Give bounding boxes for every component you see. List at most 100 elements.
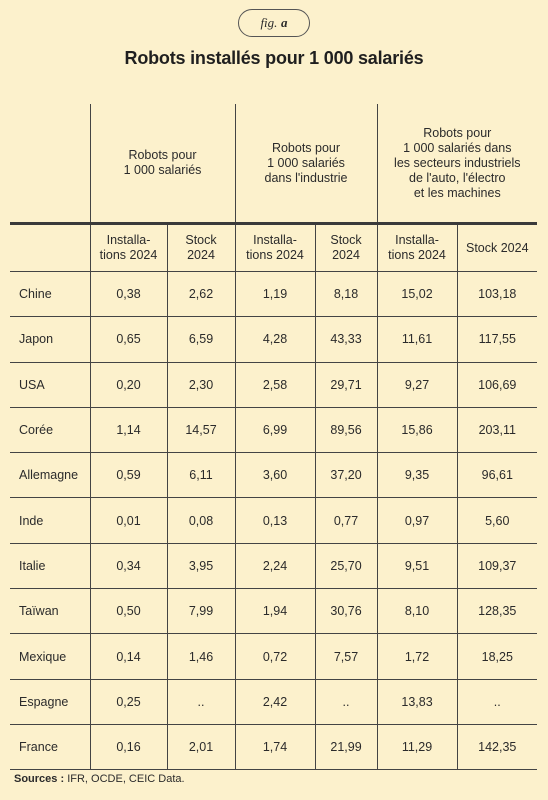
value-cell: 0,97 [376, 497, 458, 544]
table-row: Allemagne 0,59 6,11 3,60 37,20 9,35 96,61 [10, 452, 538, 499]
table-body: Chine 0,38 2,62 1,19 8,18 15,02 103,18 Japon 0,6… [10, 271, 538, 771]
group-header-label: Robots pour 1 000 salariés [123, 148, 202, 177]
figure-label-word: fig. [260, 15, 278, 30]
value-cell: 6,11 [166, 452, 236, 499]
group-header-label: Robots pour 1 000 salariés dans l'industri… [264, 140, 348, 185]
country-cell: Allemagne [10, 452, 90, 499]
table-row: Taïwan 0,50 7,99 1,94 30,76 8,10 128,35 [10, 588, 538, 635]
value-cell: 30,76 [314, 588, 378, 635]
value-cell: 0,50 [89, 588, 167, 635]
value-cell: 7,57 [314, 633, 378, 680]
value-cell: 96,61 [456, 452, 538, 499]
sources-label: Sources : [14, 773, 65, 785]
value-cell: 11,29 [376, 724, 458, 771]
table-row: Chine 0,38 2,62 1,19 8,18 15,02 103,18 [10, 271, 538, 318]
table-row: Italie 0,34 3,95 2,24 25,70 9,51 109,37 [10, 543, 538, 590]
value-cell: 0,25 [89, 679, 167, 725]
country-cell: Inde [10, 497, 90, 544]
robots-table: Robots pour 1 000 salariés Robots pour 1 0… [10, 104, 538, 771]
value-cell: 8,18 [314, 271, 378, 318]
value-cell: 4,28 [234, 316, 316, 363]
value-cell: 1,94 [234, 588, 316, 635]
value-cell: 6,99 [234, 407, 316, 454]
figure-label: fig. a [238, 9, 310, 37]
value-cell: 1,46 [166, 633, 236, 680]
value-cell: 103,18 [456, 271, 538, 318]
value-cell: 37,20 [314, 452, 378, 499]
value-cell: 0,16 [89, 724, 167, 771]
value-cell: 7,99 [166, 588, 236, 635]
value-cell: 8,10 [376, 588, 458, 635]
table-row: Mexique 0,14 1,46 0,72 7,57 1,72 18,25 [10, 633, 538, 680]
value-cell: 14,57 [166, 407, 236, 454]
group-header-row: Robots pour 1 000 salariés Robots pour 1 0… [10, 104, 538, 224]
value-cell: 128,35 [456, 588, 538, 635]
table-row: Japon 0,65 6,59 4,28 43,33 11,61 117,55 [10, 316, 538, 363]
value-cell: 9,27 [376, 362, 458, 408]
value-cell: 142,35 [456, 724, 538, 771]
group-header-total: Robots pour 1 000 salariés [89, 104, 236, 224]
value-cell: 0,14 [89, 633, 167, 680]
country-cell: Corée [10, 407, 90, 454]
value-cell: 0,72 [234, 633, 316, 680]
value-cell: 2,01 [166, 724, 236, 771]
value-cell: 11,61 [376, 316, 458, 363]
value-cell: 1,72 [376, 633, 458, 680]
value-cell: 0,38 [89, 271, 167, 318]
country-cell: USA [10, 362, 90, 408]
country-cell: Japon [10, 316, 90, 363]
sources-text: IFR, OCDE, CEIC Data. [67, 773, 185, 785]
value-cell: 2,24 [234, 543, 316, 590]
value-cell: 0,20 [89, 362, 167, 408]
country-cell: Chine [10, 271, 90, 318]
group-header-sectors: Robots pour 1 000 salariés dans les secteu… [376, 104, 538, 224]
table-row: USA 0,20 2,30 2,58 29,71 9,27 106,69 [10, 362, 538, 408]
value-cell: 2,30 [166, 362, 236, 408]
value-cell: 2,62 [166, 271, 236, 318]
value-cell: 1,74 [234, 724, 316, 771]
sub-header-row: Installa-tions 2024 Stock 2024 Installa-tio… [10, 223, 538, 272]
value-cell: .. [456, 679, 538, 725]
country-cell: Taïwan [10, 588, 90, 635]
group-header-label: Robots pour 1 000 salariés dans les secteu… [394, 125, 521, 200]
value-cell: 3,60 [234, 452, 316, 499]
value-cell: 9,35 [376, 452, 458, 499]
value-cell: 1,14 [89, 407, 167, 454]
sub-header: Stock 2024 [166, 223, 236, 272]
country-cell: Espagne [10, 679, 90, 725]
value-cell: 1,19 [234, 271, 316, 318]
table-row: Corée 1,14 14,57 6,99 89,56 15,86 203,11 [10, 407, 538, 454]
group-header-industry: Robots pour 1 000 salariés dans l'industri… [234, 104, 378, 224]
sub-header: Installa-tions 2024 [234, 223, 316, 272]
table-row: Inde 0,01 0,08 0,13 0,77 0,97 5,60 [10, 497, 538, 544]
value-cell: 0,01 [89, 497, 167, 544]
sources-note: Sources : IFR, OCDE, CEIC Data. [14, 773, 185, 785]
value-cell: 5,60 [456, 497, 538, 544]
table-row: Espagne 0,25.. 2,42.. 13,83.. [10, 679, 538, 725]
value-cell: 0,13 [234, 497, 316, 544]
value-cell: 21,99 [314, 724, 378, 771]
sub-header: Stock 2024 [314, 223, 378, 272]
country-cell: Mexique [10, 633, 90, 680]
sub-header-corner [10, 223, 90, 272]
value-cell: 2,58 [234, 362, 316, 408]
value-cell: 25,70 [314, 543, 378, 590]
value-cell: 203,11 [456, 407, 538, 454]
country-cell: Italie [10, 543, 90, 590]
value-cell: 117,55 [456, 316, 538, 363]
value-cell: 43,33 [314, 316, 378, 363]
sub-header: Installa-tions 2024 [89, 223, 167, 272]
figure-label-letter: a [281, 15, 288, 30]
value-cell: 106,69 [456, 362, 538, 408]
value-cell: 0,65 [89, 316, 167, 363]
value-cell: 9,51 [376, 543, 458, 590]
value-cell: .. [166, 679, 236, 725]
value-cell: 109,37 [456, 543, 538, 590]
value-cell: 2,42 [234, 679, 316, 725]
value-cell: 6,59 [166, 316, 236, 363]
value-cell: 18,25 [456, 633, 538, 680]
value-cell: 3,95 [166, 543, 236, 590]
value-cell: 0,77 [314, 497, 378, 544]
value-cell: 0,08 [166, 497, 236, 544]
value-cell: .. [314, 679, 378, 725]
